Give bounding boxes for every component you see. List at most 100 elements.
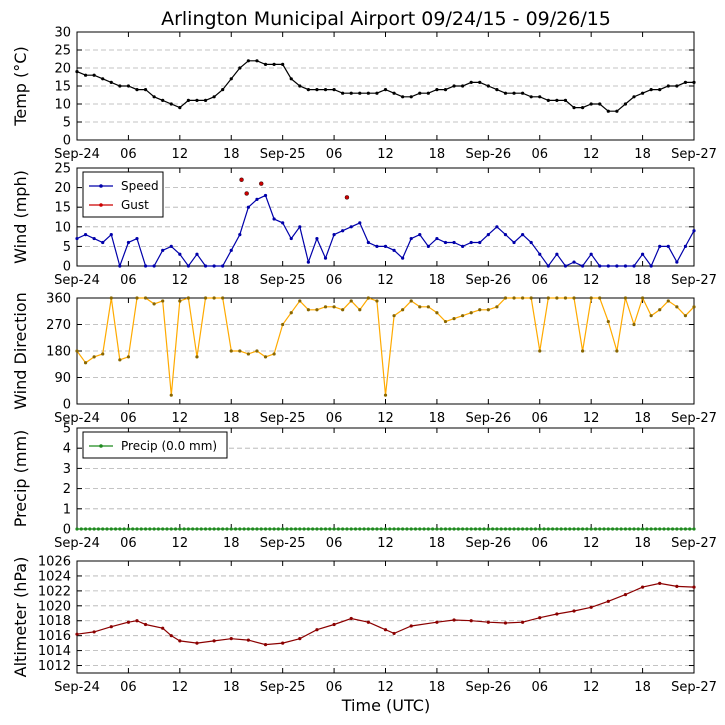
data-point (503, 91, 508, 95)
y-tick-label: 30 (54, 26, 71, 41)
data-point (405, 527, 409, 531)
data-point (238, 349, 242, 353)
data-point (383, 393, 388, 397)
data-point (263, 62, 268, 66)
x-tick-label: Sep-25 (260, 680, 306, 695)
data-point (692, 80, 696, 84)
data-point (306, 260, 310, 264)
data-point (332, 622, 336, 627)
data-point (401, 308, 405, 312)
data-point (276, 527, 280, 531)
data-point (585, 527, 589, 531)
data-point (358, 91, 362, 95)
data-point (666, 244, 670, 248)
data-point (443, 527, 448, 531)
data-point (75, 632, 79, 636)
x-tick-label: 18 (223, 536, 240, 551)
y-axis-label: Temp (°C) (11, 46, 30, 126)
data-point (229, 349, 233, 353)
data-point (246, 59, 250, 63)
data-point (306, 88, 310, 92)
x-tick-label: 12 (583, 680, 600, 695)
data-point (336, 527, 340, 531)
y-tick-label: 3 (63, 462, 71, 477)
y-tick-label: 20 (54, 181, 71, 196)
data-point (692, 229, 696, 233)
data-point (623, 102, 628, 106)
data-point (593, 527, 598, 531)
data-point (203, 264, 208, 268)
data-point (640, 252, 645, 256)
data-point (452, 618, 456, 622)
data-point (640, 585, 645, 589)
data-point (126, 84, 131, 88)
data-point (272, 527, 276, 531)
data-point (255, 59, 259, 63)
data-point (666, 527, 670, 531)
data-point (512, 91, 516, 95)
data-point (418, 233, 422, 237)
data-point (443, 240, 448, 245)
data-point (255, 349, 259, 353)
data-point (315, 527, 319, 531)
data-point (315, 308, 319, 312)
data-point (469, 527, 473, 531)
panel-wind: 0 5 10 15 20 25 Sep-24 06 12 18 Sep-25 06 12 18 Sep-26… (11, 162, 717, 289)
x-tick-label: 06 (326, 273, 343, 288)
data-point (649, 527, 653, 531)
legend-box (82, 171, 164, 218)
data-point (101, 352, 105, 356)
data-point (161, 248, 165, 252)
data-point (323, 527, 328, 531)
data-point (409, 236, 413, 241)
data-point (152, 264, 156, 268)
x-tick-label: Sep-24 (54, 536, 100, 551)
x-tick-label: Sep-25 (260, 273, 306, 288)
data-point (298, 84, 302, 88)
data-point (375, 299, 379, 303)
data-point (143, 622, 148, 627)
y-tick-label: 1018 (38, 614, 71, 629)
data-point (619, 527, 623, 531)
x-tick-label: Sep-26 (465, 147, 511, 162)
data-point (598, 264, 602, 268)
data-point (649, 264, 653, 268)
data-point (431, 527, 435, 531)
data-point (572, 296, 576, 300)
data-point (75, 527, 79, 531)
data-point (529, 240, 533, 245)
panel-dir: 0 90 180 270 360 Sep-24 06 12 18 Sep-25 06 12 18 Sep-… (11, 292, 717, 427)
x-tick-label: 06 (531, 680, 548, 695)
data-point (92, 630, 96, 634)
data-point (401, 527, 405, 531)
data-point (640, 296, 645, 300)
data-point (499, 527, 503, 531)
x-tick-label: 06 (531, 273, 548, 288)
data-point (658, 88, 662, 92)
y-tick-label: 25 (54, 44, 71, 59)
data-point (452, 317, 456, 321)
data-point (426, 244, 430, 248)
legend-marker (99, 184, 103, 188)
data-point (580, 264, 585, 268)
data-point (195, 252, 199, 256)
data-point (692, 585, 696, 589)
x-tick-label: 18 (223, 680, 240, 695)
data-point (229, 527, 233, 531)
data-point (242, 527, 246, 531)
data-point (452, 84, 456, 88)
data-point (199, 527, 203, 531)
x-tick-label: Sep-27 (671, 273, 717, 288)
data-point (435, 88, 439, 92)
data-point (435, 527, 439, 531)
data-point (632, 527, 636, 531)
data-point (233, 527, 238, 531)
data-point (118, 358, 122, 362)
data-point (503, 621, 508, 625)
data-point (683, 80, 688, 84)
y-tick-label: 2 (63, 482, 71, 497)
data-point (83, 361, 88, 365)
data-point (683, 527, 688, 531)
data-point (281, 527, 285, 531)
